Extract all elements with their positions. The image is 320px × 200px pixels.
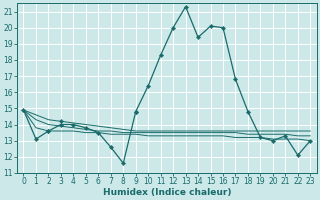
X-axis label: Humidex (Indice chaleur): Humidex (Indice chaleur) (103, 188, 231, 197)
